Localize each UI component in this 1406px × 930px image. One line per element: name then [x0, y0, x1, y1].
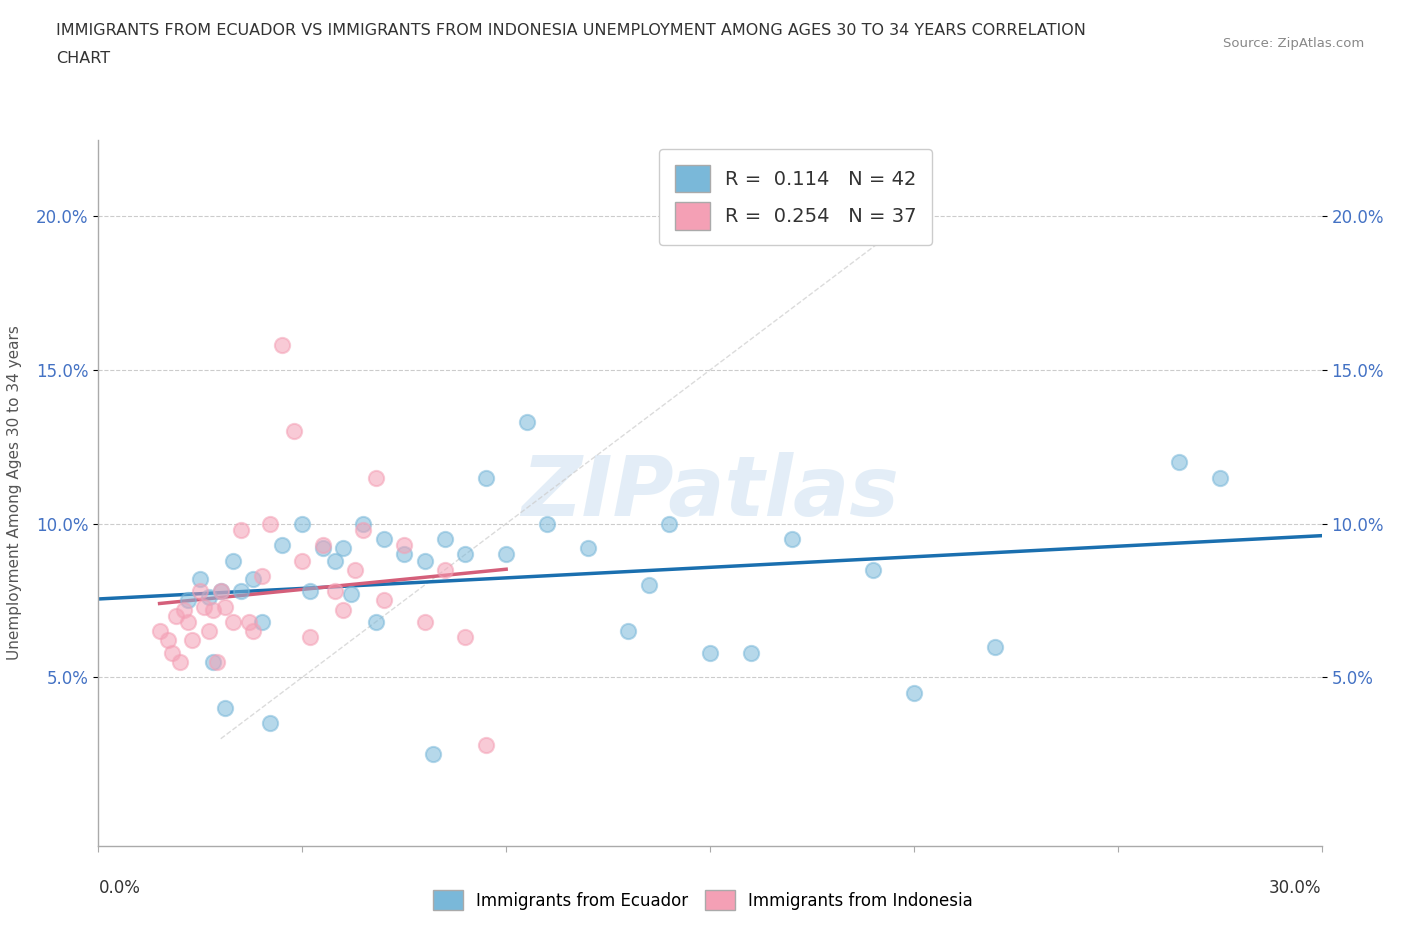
Legend: Immigrants from Ecuador, Immigrants from Indonesia: Immigrants from Ecuador, Immigrants from… — [426, 884, 980, 917]
Point — [250, 615, 273, 630]
Point — [1167, 455, 1189, 470]
Point — [617, 624, 640, 639]
Point — [291, 516, 314, 531]
Point — [516, 415, 538, 430]
Point — [699, 645, 721, 660]
Point — [222, 615, 245, 630]
Point — [434, 563, 457, 578]
Point — [299, 630, 322, 644]
Point — [177, 615, 200, 630]
Text: 0.0%: 0.0% — [98, 879, 141, 897]
Point — [352, 516, 374, 531]
Point — [177, 593, 200, 608]
Point — [323, 553, 346, 568]
Point — [181, 633, 204, 648]
Point — [862, 563, 884, 578]
Point — [283, 424, 305, 439]
Point — [1209, 470, 1232, 485]
Point — [780, 532, 803, 547]
Point — [270, 338, 294, 352]
Point — [422, 747, 444, 762]
Point — [495, 547, 517, 562]
Point — [149, 624, 172, 639]
Point — [576, 540, 599, 555]
Point — [250, 568, 273, 583]
Point — [165, 608, 187, 623]
Point — [312, 540, 335, 555]
Point — [209, 584, 232, 599]
Point — [259, 516, 281, 531]
Point — [454, 547, 477, 562]
Point — [373, 593, 395, 608]
Text: ZIPatlas: ZIPatlas — [522, 452, 898, 534]
Point — [214, 599, 236, 614]
Point — [638, 578, 661, 592]
Point — [340, 587, 363, 602]
Point — [474, 737, 498, 752]
Point — [197, 590, 219, 604]
Point — [332, 540, 354, 555]
Point — [188, 584, 212, 599]
Point — [201, 603, 224, 618]
Point — [173, 603, 195, 618]
Point — [238, 615, 260, 630]
Point — [197, 624, 219, 639]
Point — [474, 470, 498, 485]
Point — [169, 655, 191, 670]
Point — [188, 572, 212, 587]
Point — [373, 532, 395, 547]
Legend: R =  0.114   N = 42, R =  0.254   N = 37: R = 0.114 N = 42, R = 0.254 N = 37 — [659, 149, 932, 246]
Point — [270, 538, 294, 552]
Point — [156, 633, 179, 648]
Point — [201, 655, 224, 670]
Point — [323, 584, 346, 599]
Point — [160, 645, 183, 660]
Point — [259, 716, 281, 731]
Point — [214, 700, 236, 715]
Point — [454, 630, 477, 644]
Point — [984, 639, 1007, 654]
Point — [242, 624, 264, 639]
Point — [231, 523, 253, 538]
Point — [413, 553, 436, 568]
Point — [903, 685, 925, 700]
Point — [205, 655, 228, 670]
Point — [434, 532, 457, 547]
Point — [332, 603, 354, 618]
Point — [413, 615, 436, 630]
Y-axis label: Unemployment Among Ages 30 to 34 years: Unemployment Among Ages 30 to 34 years — [7, 326, 22, 660]
Point — [392, 538, 416, 552]
Point — [740, 645, 762, 660]
Point — [312, 538, 335, 552]
Point — [352, 523, 374, 538]
Text: 30.0%: 30.0% — [1270, 879, 1322, 897]
Point — [242, 572, 264, 587]
Point — [364, 470, 387, 485]
Point — [209, 584, 232, 599]
Text: IMMIGRANTS FROM ECUADOR VS IMMIGRANTS FROM INDONESIA UNEMPLOYMENT AMONG AGES 30 : IMMIGRANTS FROM ECUADOR VS IMMIGRANTS FR… — [56, 23, 1085, 38]
Point — [222, 553, 245, 568]
Point — [344, 563, 367, 578]
Point — [299, 584, 322, 599]
Point — [193, 599, 215, 614]
Point — [536, 516, 558, 531]
Point — [291, 553, 314, 568]
Point — [658, 516, 681, 531]
Text: CHART: CHART — [56, 51, 110, 66]
Point — [392, 547, 416, 562]
Text: Source: ZipAtlas.com: Source: ZipAtlas.com — [1223, 37, 1364, 50]
Point — [231, 584, 253, 599]
Point — [364, 615, 387, 630]
